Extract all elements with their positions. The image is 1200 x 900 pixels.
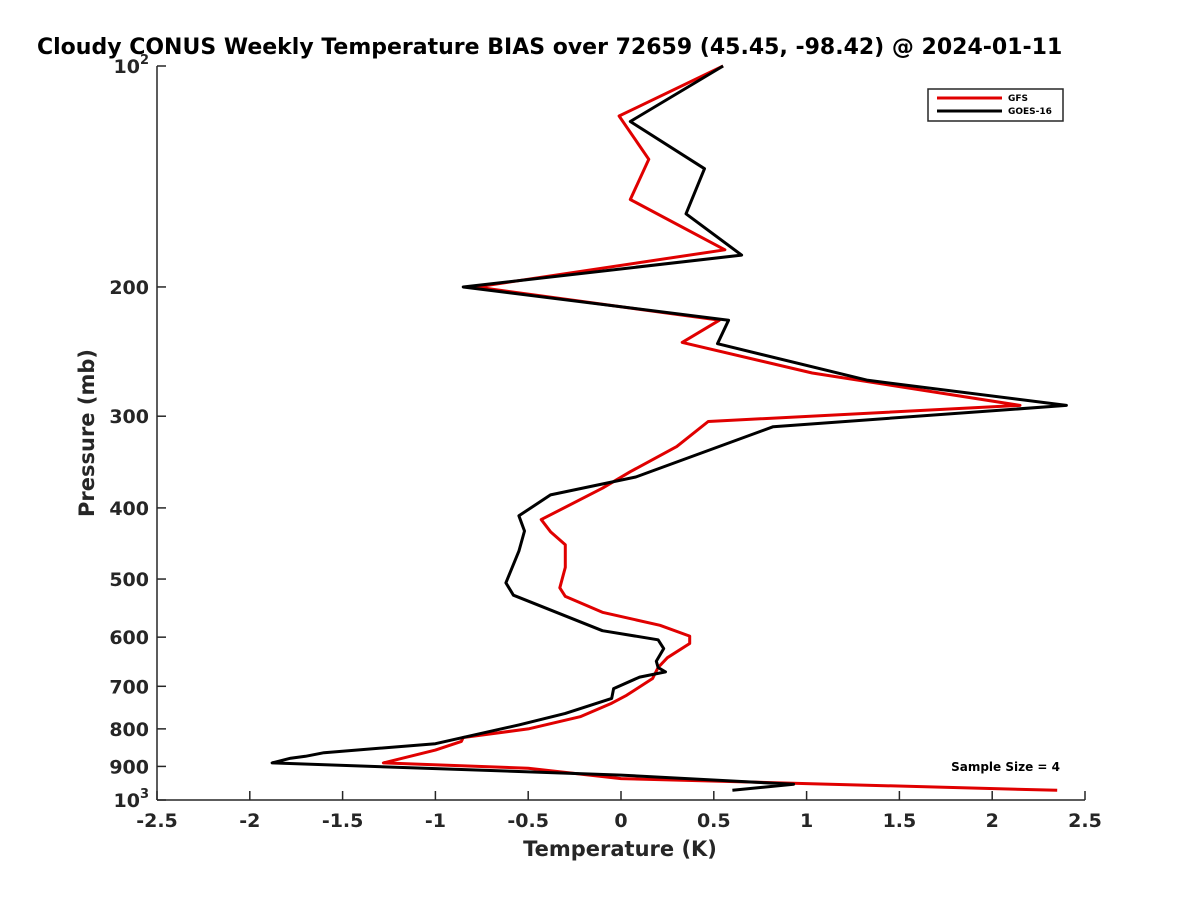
x-tick-label: -1.5	[322, 810, 364, 832]
legend-label: GFS	[1008, 94, 1028, 104]
x-tick-label: 0.5	[697, 810, 731, 832]
y-tick-label: 300	[109, 406, 149, 428]
y-tick-label: 900	[109, 756, 149, 778]
series-layer	[270, 64, 1068, 792]
y-tick-label: 800	[109, 719, 149, 741]
x-tick-label: 2	[986, 810, 999, 832]
y-tick-label: 700	[109, 676, 149, 698]
y-axis-label: Pressure (mb)	[75, 349, 99, 517]
x-tick-label: -0.5	[507, 810, 549, 832]
x-tick-label: 1.5	[883, 810, 917, 832]
x-tick-label: 1	[800, 810, 813, 832]
y-axis-ticks: 102 200 300 400 500 600 700 800 900 103	[109, 53, 166, 812]
x-tick-label: 0	[614, 810, 627, 832]
legend: GFS GOES-16	[927, 88, 1064, 122]
legend-box	[927, 88, 1064, 122]
y-tick-label: 500	[109, 569, 149, 591]
y-tick-label: 600	[109, 627, 149, 649]
legend-label: GOES-16	[1008, 107, 1052, 117]
series-line-goes-16	[270, 64, 1068, 792]
x-axis-label: Temperature (K)	[523, 837, 717, 861]
x-tick-label: -2	[239, 810, 260, 832]
x-tick-label: -2.5	[136, 810, 178, 832]
y-tick-label: 200	[109, 277, 149, 299]
x-tick-label: -1	[425, 810, 446, 832]
x-tick-label: 2.5	[1068, 810, 1102, 832]
y-tick-label: 103	[114, 787, 150, 812]
series-line-gfs	[381, 64, 1058, 792]
sample-size-annotation: Sample Size = 4	[951, 760, 1060, 774]
y-tick-label: 102	[114, 53, 150, 78]
chart-title: Cloudy CONUS Weekly Temperature BIAS ove…	[37, 35, 1062, 60]
x-axis-ticks: -2.5 -2 -1.5 -1 -0.5 0 0.5 1 1.5 2 2.5	[136, 791, 1102, 832]
y-tick-label: 400	[109, 498, 149, 520]
plot-area	[156, 66, 1085, 801]
